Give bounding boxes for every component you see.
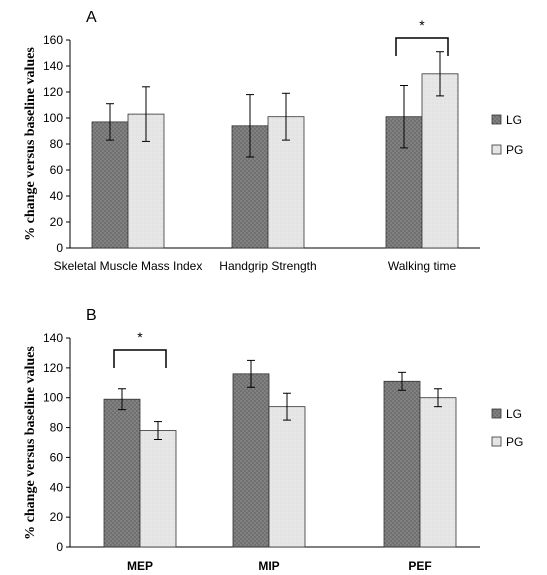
- error-bar-pg: [434, 388, 442, 408]
- error-bar-pg: [436, 51, 444, 97]
- y-tick-label: 60: [50, 163, 64, 177]
- x-category-label: Skeletal Muscle Mass Index: [54, 259, 203, 273]
- y-tick-label: 40: [50, 189, 64, 203]
- plot-area: 0 20 40 60 80 100 120 140 160 Skeletal Muscle Mas…: [43, 17, 480, 273]
- error-bar-pg: [282, 92, 290, 141]
- y-tick-label: 20: [50, 510, 64, 524]
- y-tick-label: 140: [43, 59, 63, 73]
- panel-label: B: [86, 307, 97, 324]
- chart-panel-b: B % change versus baseline values 0 20 40 6…: [23, 307, 523, 573]
- y-tick-label: 80: [50, 421, 64, 435]
- significance-bracket: [113, 349, 167, 368]
- bar-lg: [103, 398, 141, 548]
- error-bar-pg: [154, 421, 162, 441]
- y-axis-label: % change versus baseline values: [23, 47, 38, 241]
- error-bar-lg: [118, 388, 126, 411]
- significance-marker: *: [137, 329, 143, 345]
- y-tick-label: 20: [50, 215, 64, 229]
- bar-lg: [232, 373, 270, 548]
- legend-label-pg: PG: [506, 143, 523, 157]
- y-tick-label: 100: [43, 111, 63, 125]
- legend-label-lg: LG: [506, 113, 522, 127]
- legend-label-lg: LG: [506, 407, 522, 421]
- bar-pg: [419, 397, 457, 548]
- plot-area: 0 20 40 60 80 100 120 140 MEP MIP PEF *: [43, 329, 480, 573]
- error-bar-lg: [400, 85, 408, 149]
- bar-pg: [421, 73, 459, 249]
- bar-pg: [139, 430, 177, 548]
- y-tick-label: 120: [43, 361, 63, 375]
- significance-marker: *: [419, 17, 425, 33]
- legend: LG PG: [491, 407, 523, 449]
- bar-pg: [268, 406, 306, 548]
- y-tick-label: 60: [50, 450, 64, 464]
- panel-label: A: [86, 9, 97, 26]
- x-category-label: PEF: [408, 559, 431, 573]
- y-tick-label: 40: [50, 480, 64, 494]
- legend-label-pg: PG: [506, 435, 523, 449]
- error-bar-lg: [246, 94, 254, 158]
- x-category-label: Walking time: [388, 259, 457, 273]
- y-axis-label: % change versus baseline values: [23, 346, 38, 540]
- error-bar-lg: [398, 371, 406, 391]
- y-tick-label: 0: [56, 241, 63, 255]
- error-bar-pg: [142, 86, 150, 142]
- significance-bracket: [395, 37, 449, 56]
- bar-lg: [383, 380, 421, 548]
- y-tick-label: 120: [43, 85, 63, 99]
- legend: LG PG: [491, 113, 523, 157]
- y-tick-label: 160: [43, 33, 63, 47]
- x-category-label: MEP: [127, 559, 153, 573]
- error-bar-lg: [106, 103, 114, 141]
- legend-swatch-pg: [491, 144, 502, 155]
- chart-panel-a: A % change versus baseline values 0 20 40 6…: [23, 9, 523, 273]
- y-tick-label: 0: [56, 540, 63, 554]
- x-category-label: Handgrip Strength: [219, 259, 316, 273]
- bar-lg: [91, 121, 129, 249]
- legend-swatch-lg: [491, 408, 502, 419]
- y-tick-label: 80: [50, 137, 64, 151]
- y-tick-label: 140: [43, 331, 63, 345]
- x-category-label: MIP: [258, 559, 279, 573]
- legend-swatch-lg: [491, 114, 502, 125]
- y-tick-label: 100: [43, 391, 63, 405]
- error-bar-lg: [247, 359, 255, 388]
- legend-swatch-pg: [491, 436, 502, 447]
- error-bar-pg: [283, 392, 291, 421]
